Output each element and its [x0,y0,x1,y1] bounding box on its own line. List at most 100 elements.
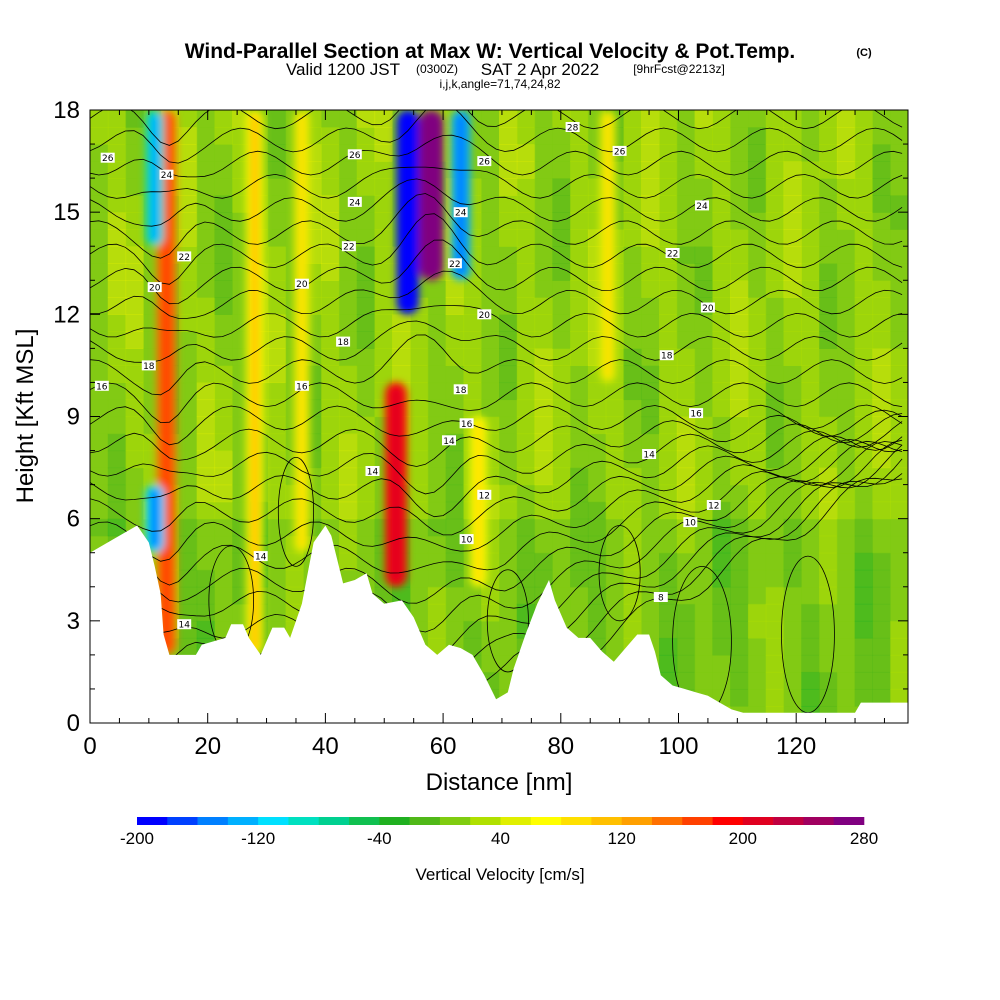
velocity-cell [321,501,340,520]
velocity-cell [356,365,376,384]
velocity-cell [107,348,127,367]
velocity-cell [445,280,465,298]
contour-label-text: 18 [661,352,673,362]
title-copyright: (C) [856,47,872,59]
velocity-cell [356,297,376,315]
velocity-cell [445,297,465,315]
velocity-cell [427,433,447,452]
velocity-cell [356,348,376,367]
velocity-cell [730,535,749,554]
velocity-cell [321,144,340,162]
y-tick-label: 0 [67,710,80,737]
theta-contour [90,409,903,467]
velocity-cell [570,399,589,418]
velocity-cell [107,314,127,332]
velocity-cell [570,212,589,230]
velocity-cell [534,229,553,247]
velocity-cell [356,535,376,554]
velocity-cell [90,110,109,128]
velocity-cell [534,382,553,401]
velocity-cell [410,586,429,605]
y-tick-label: 15 [53,199,80,226]
velocity-cell [659,127,678,145]
velocity-cell [765,433,785,452]
velocity-cell [676,450,696,469]
velocity-cell [623,348,642,367]
velocity-cell [338,433,358,452]
velocity-cell [321,110,340,128]
velocity-cell [516,416,536,435]
contour-label: 14 [442,435,456,447]
velocity-cell [374,365,393,384]
velocity-cell [694,603,713,622]
velocity-cell [321,161,340,179]
velocity-cell [374,212,393,230]
velocity-cell [356,552,376,571]
velocity-cell [196,144,216,162]
velocity-cell [747,280,767,298]
velocity-cell [356,246,376,264]
velocity-cell [819,620,838,639]
velocity-cell [836,195,856,213]
velocity-cell [534,212,553,230]
velocity-cell [801,382,820,401]
velocity-cell [890,263,908,281]
velocity-cell [534,416,553,435]
velocity-cell [890,348,908,367]
velocity-cell [178,314,198,332]
velocity-cell [659,654,678,673]
velocity-cell [712,450,731,469]
velocity-cell [125,178,144,196]
velocity-cell [819,535,838,554]
velocity-cell [374,314,393,332]
velocity-cell [676,535,696,554]
velocity-cell [836,127,856,145]
velocity-cell [410,569,429,588]
colorbar-swatch [591,817,622,825]
velocity-cell [747,671,767,690]
velocity-cell [890,484,908,503]
velocity-cell [196,450,216,469]
velocity-cell [178,229,198,247]
velocity-cell [765,450,785,469]
velocity-cell [659,603,678,622]
colorbar: -200 -120 -40 40 120 200 280 [120,817,878,848]
velocity-cell [427,399,447,418]
velocity-cell [836,518,856,537]
velocity-cell [765,484,785,503]
velocity-cell [499,484,518,503]
velocity-cell [463,314,482,332]
velocity-cell [854,518,874,537]
velocity-cell [587,586,607,605]
velocity-cell [765,654,785,673]
velocity-cell [445,552,465,571]
velocity-cell [285,569,304,588]
velocity-cell [854,263,874,281]
velocity-cell [801,348,820,367]
theta-contour [90,441,903,604]
velocity-cell [712,144,731,162]
velocity-cell [801,144,820,162]
contour-label-text: 20 [296,280,308,290]
theta-contour [90,110,903,146]
velocity-cell [819,195,838,213]
velocity-cell [463,280,482,298]
velocity-cell [854,586,874,605]
velocity-cell [694,161,713,179]
colorbar-swatch [439,817,471,825]
colorbar-swatch [197,817,229,825]
velocity-cell [552,416,571,435]
velocity-cell [641,161,660,179]
velocity-cell [267,518,287,537]
velocity-cell [214,416,233,435]
velocity-cell [196,382,216,401]
velocity-cell [267,195,287,213]
contour-label: 28 [565,122,580,134]
velocity-cell [516,331,536,349]
velocity-cell [499,297,518,315]
theta-contour-labels: 26 24 22 20 18 16 14 14 20 16 18 22 24 26 14 18 16 14 12 10… [94,122,721,631]
velocity-cell [836,603,856,622]
velocity-cell [214,603,233,622]
velocity-cell [90,280,109,298]
velocity-cell [338,263,358,281]
